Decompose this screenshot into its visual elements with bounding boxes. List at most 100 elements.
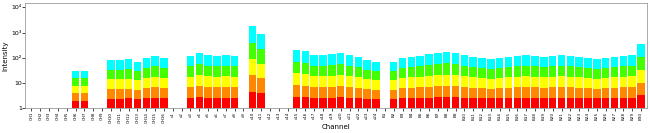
Bar <box>487 89 495 98</box>
Bar <box>629 87 636 98</box>
Bar <box>443 74 450 86</box>
Bar <box>487 69 495 79</box>
Bar <box>549 87 556 98</box>
Bar <box>434 64 441 75</box>
Bar <box>346 66 353 76</box>
Bar <box>540 88 547 98</box>
Bar <box>540 67 547 77</box>
Bar <box>355 98 362 108</box>
Bar <box>72 71 79 78</box>
Bar <box>390 90 397 99</box>
Bar <box>637 57 645 70</box>
Bar <box>417 56 424 66</box>
Bar <box>187 77 194 87</box>
Y-axis label: Intensity: Intensity <box>3 40 9 71</box>
Bar <box>292 50 300 62</box>
Bar <box>593 89 601 98</box>
Bar <box>593 98 601 108</box>
Bar <box>496 58 504 68</box>
Bar <box>523 98 530 108</box>
Bar <box>478 88 486 98</box>
Bar <box>302 97 309 108</box>
Bar <box>328 76 335 87</box>
Bar <box>390 71 397 80</box>
Bar <box>204 66 212 76</box>
Bar <box>196 86 203 97</box>
Bar <box>346 76 353 87</box>
Bar <box>134 62 141 71</box>
Bar <box>107 80 115 89</box>
Bar <box>72 101 79 108</box>
Bar <box>558 55 566 66</box>
Bar <box>319 87 327 98</box>
Bar <box>637 95 645 108</box>
Bar <box>558 76 566 87</box>
Bar <box>531 66 539 77</box>
Bar <box>311 55 318 66</box>
Bar <box>531 77 539 87</box>
Bar <box>372 62 380 71</box>
Bar <box>540 57 547 67</box>
Bar <box>398 58 406 68</box>
Bar <box>151 77 159 87</box>
Bar <box>390 62 397 71</box>
Bar <box>134 71 141 80</box>
Bar <box>302 86 309 97</box>
Bar <box>611 88 618 98</box>
Bar <box>629 66 636 76</box>
Bar <box>461 66 468 76</box>
Bar <box>222 98 229 108</box>
Bar <box>496 88 504 98</box>
Bar <box>257 34 265 49</box>
Bar <box>452 75 460 86</box>
Bar <box>222 55 229 66</box>
Bar <box>443 63 450 74</box>
Bar <box>363 70 371 80</box>
Bar <box>292 85 300 97</box>
Bar <box>151 98 159 108</box>
Bar <box>160 58 168 68</box>
Bar <box>584 78 592 88</box>
Bar <box>523 55 530 66</box>
Bar <box>629 76 636 87</box>
Bar <box>549 77 556 87</box>
Bar <box>142 98 150 108</box>
Bar <box>575 67 583 77</box>
Bar <box>540 98 547 108</box>
Bar <box>461 87 468 98</box>
Bar <box>425 87 433 97</box>
Bar <box>134 90 141 99</box>
Bar <box>575 98 583 108</box>
Bar <box>372 71 380 80</box>
Bar <box>337 64 344 75</box>
Bar <box>160 98 168 108</box>
Bar <box>390 80 397 90</box>
Bar <box>81 93 88 101</box>
Bar <box>584 88 592 98</box>
Bar <box>231 56 239 66</box>
Bar <box>292 73 300 85</box>
Bar <box>434 75 441 86</box>
Bar <box>619 98 627 108</box>
Bar <box>142 58 150 68</box>
Bar <box>337 75 344 86</box>
Bar <box>390 99 397 108</box>
Bar <box>505 98 512 108</box>
Bar <box>505 67 512 77</box>
Bar <box>452 64 460 75</box>
Bar <box>549 66 556 77</box>
X-axis label: Channel: Channel <box>322 124 350 130</box>
Bar <box>505 77 512 88</box>
Bar <box>160 78 168 88</box>
Bar <box>72 78 79 86</box>
Bar <box>452 97 460 108</box>
Bar <box>452 53 460 64</box>
Bar <box>478 78 486 88</box>
Bar <box>72 86 79 93</box>
Bar <box>398 88 406 98</box>
Bar <box>425 65 433 76</box>
Bar <box>593 69 601 79</box>
Bar <box>531 56 539 66</box>
Bar <box>355 77 362 88</box>
Bar <box>611 77 618 88</box>
